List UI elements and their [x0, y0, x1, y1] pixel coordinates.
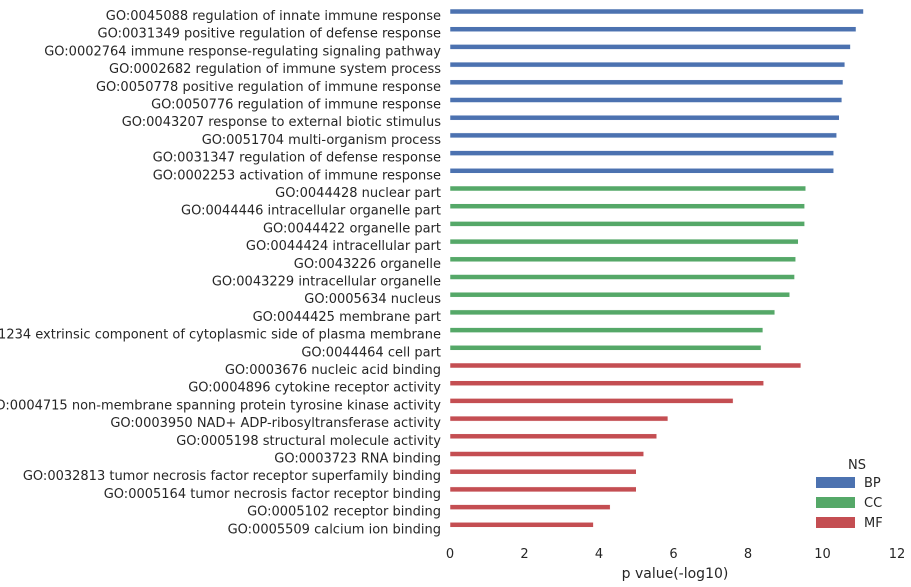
- x-axis-ticks: 0 2 4 6 8 10 12: [446, 547, 905, 562]
- x-tick-label: 10: [814, 547, 831, 562]
- x-tick-label: 8: [744, 547, 752, 562]
- category-label: GO:0031349 positive regulation of defens…: [98, 27, 441, 42]
- legend-label-mf: MF: [864, 516, 883, 531]
- x-tick-label: 12: [889, 547, 906, 562]
- bar-mf: [449, 522, 594, 528]
- category-label: GO:0044446 intracellular organelle part: [181, 204, 441, 219]
- category-label: GO:0032813 tumor necrosis factor recepto…: [23, 469, 441, 484]
- x-tick-label: 4: [595, 547, 603, 562]
- legend-swatch-mf: [816, 517, 855, 528]
- bar-bp: [449, 150, 834, 156]
- bar-cc: [449, 345, 762, 351]
- bar-mf: [449, 415, 669, 422]
- x-tick-label: 2: [520, 547, 528, 562]
- category-label: GO:0002253 activation of immune response: [153, 168, 441, 183]
- category-label: GO:0044422 organelle part: [263, 221, 441, 236]
- bar-mf: [449, 398, 734, 404]
- category-label: GO:0043229 intracellular organelle: [212, 275, 441, 290]
- legend-label-bp: BP: [864, 476, 881, 491]
- category-label: GO:0044464 cell part: [301, 345, 441, 360]
- bar-cc: [449, 238, 799, 245]
- bar-bp: [449, 168, 834, 174]
- category-label: GO:0003723 RNA binding: [274, 452, 441, 467]
- category-label: GO:0005509 calcium ion binding: [228, 522, 441, 537]
- x-tick-label: 6: [669, 547, 677, 562]
- category-label: GO:0045088 regulation of innate immune r…: [106, 9, 441, 24]
- bar-bp: [449, 8, 864, 15]
- bar-mf: [449, 451, 644, 457]
- bar-cc: [449, 185, 806, 192]
- category-label: GO:0005198 structural molecule activity: [176, 434, 441, 449]
- legend: NS BP CC MF: [816, 458, 883, 531]
- bar-bp: [449, 61, 846, 68]
- category-label: GO:0002682 regulation of immune system p…: [109, 62, 441, 77]
- bar-cc: [449, 291, 790, 298]
- bar-bp: [449, 26, 857, 32]
- category-label: GO:0044425 membrane part: [253, 310, 441, 325]
- bar-mf: [449, 468, 637, 475]
- category-label: GO:0005164 tumor necrosis factor recepto…: [104, 487, 441, 502]
- category-label: GO:0002764 immune response-regulating si…: [44, 44, 441, 59]
- bar-mf: [449, 433, 657, 440]
- bar-mf: [449, 362, 802, 369]
- bar-mf: [449, 486, 637, 493]
- bar-mf: [449, 380, 764, 386]
- bar-bp: [449, 44, 851, 50]
- category-label: GO:0051704 multi-organism process: [202, 133, 442, 148]
- category-label: GO:0031347 regulation of defense respons…: [153, 151, 441, 166]
- category-label: GO:0031234 extrinsic component of cytopl…: [0, 328, 441, 343]
- bar-cc: [449, 327, 764, 333]
- bar-bp: [449, 114, 840, 121]
- category-label: GO:0003950 NAD+ ADP-ribosyltransferase a…: [110, 416, 441, 431]
- category-label: GO:0003676 nucleic acid binding: [225, 363, 441, 378]
- category-label: GO:0050776 regulation of immune response: [151, 98, 441, 113]
- category-label: GO:0050778 positive regulation of immune…: [96, 80, 441, 95]
- bar-marks: [449, 8, 864, 528]
- category-label: GO:0005634 nucleus: [304, 292, 441, 307]
- bar-cc: [449, 203, 805, 209]
- bar-bp: [449, 97, 843, 103]
- category-label: GO:0043207 response to external biotic s…: [122, 115, 442, 130]
- legend-swatch-cc: [816, 497, 855, 508]
- category-label: GO:0004715 non-membrane spanning protein…: [0, 398, 441, 413]
- x-tick-label: 0: [446, 547, 454, 562]
- category-label: GO:0004896 cytokine receptor activity: [188, 381, 441, 396]
- bar-mf: [449, 504, 611, 510]
- bar-cc: [449, 309, 776, 316]
- category-label: GO:0043226 organelle: [294, 257, 441, 272]
- category-label: GO:0044424 intracellular part: [246, 239, 441, 254]
- bar-cc: [449, 221, 805, 227]
- legend-label-cc: CC: [864, 496, 882, 511]
- x-axis-title: p value(-log10): [622, 566, 729, 582]
- category-labels: GO:0045088 regulation of innate immune r…: [0, 9, 441, 537]
- category-label: GO:0044428 nuclear part: [275, 186, 441, 201]
- bar-cc: [449, 274, 795, 280]
- bar-cc: [449, 256, 796, 263]
- legend-title: NS: [848, 458, 866, 473]
- legend-swatch-bp: [816, 477, 855, 488]
- category-label: GO:0005102 receptor binding: [247, 505, 441, 520]
- bar-bp: [449, 79, 844, 86]
- bar-bp: [449, 132, 837, 139]
